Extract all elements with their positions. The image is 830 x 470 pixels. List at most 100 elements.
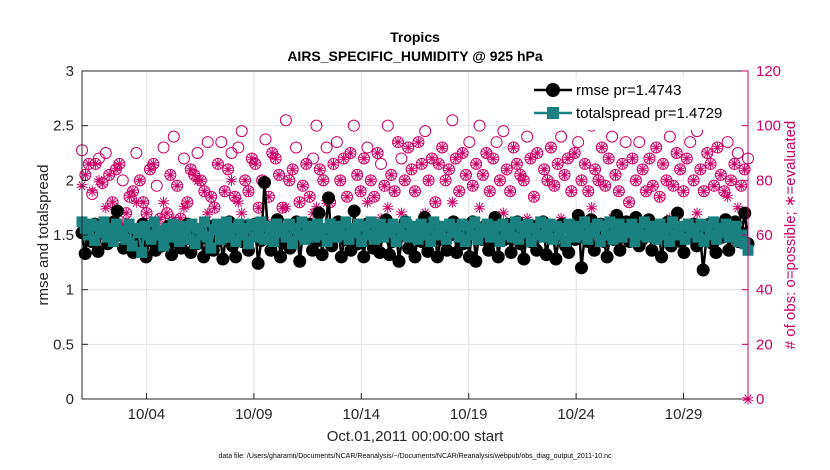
obs-evaluated-point (212, 158, 224, 170)
totalspread-point (459, 236, 471, 248)
totalspread-point (312, 218, 324, 230)
obs-evaluated-point (613, 185, 625, 197)
obs-possible-point (663, 130, 676, 143)
totalspread-point (384, 227, 396, 239)
totalspread-point (101, 231, 113, 243)
totalspread-point (513, 233, 525, 245)
totalspread-point (484, 231, 496, 243)
totalspread-point (403, 231, 415, 243)
x-tick-label: 10/14 (343, 406, 381, 423)
totalspread-point (500, 229, 512, 241)
y-axis-label-left: rmse and totalspread (35, 165, 52, 306)
rmse-point (430, 250, 444, 264)
totalspread-point (233, 218, 245, 230)
chart-title-line1: Tropics (390, 29, 440, 45)
totalspread-point (205, 242, 217, 254)
totalspread-point (626, 218, 638, 230)
totalspread-point (305, 220, 317, 232)
obs-evaluated-point (650, 142, 662, 154)
totalspread-point (107, 236, 119, 248)
obs-possible-point (555, 130, 568, 143)
totalspread-point (177, 220, 189, 232)
obs-evaluated-point (654, 191, 666, 203)
totalspread-point (538, 231, 550, 243)
obs-evaluated-point (735, 180, 747, 192)
rmse-point (258, 176, 272, 190)
totalspread-point (610, 225, 622, 237)
totalspread-point (418, 229, 430, 241)
rmse-point (696, 263, 710, 277)
totalspread-point (268, 236, 280, 248)
footer-data-file: data file: /Users/gharamti/Documents/NCA… (218, 453, 612, 460)
obs-possible-point (177, 152, 190, 165)
totalspread-point (535, 216, 547, 228)
totalspread-point (550, 220, 562, 232)
totalspread-point (635, 229, 647, 241)
obs-evaluated-point (678, 185, 689, 197)
totalspread-point (271, 218, 283, 230)
totalspread-point (422, 222, 434, 234)
obs-evaluated-point (518, 174, 530, 186)
totalspread-point (359, 220, 371, 232)
obs-evaluated-point (640, 185, 652, 197)
obs-evaluated-point (569, 147, 581, 159)
totalspread-point (510, 216, 522, 228)
obs-evaluated-point (433, 158, 445, 170)
totalspread-point (264, 229, 276, 241)
totalspread-point (613, 218, 625, 230)
totalspread-point (594, 236, 606, 248)
totalspread-point (365, 216, 377, 228)
obs-evaluated-point (430, 196, 441, 208)
totalspread-point (406, 220, 418, 232)
legend-rmse-marker (546, 83, 560, 97)
totalspread-point (456, 218, 468, 230)
obs-evaluated-point (97, 177, 108, 189)
obs-evaluated-point (538, 163, 550, 175)
obs-possible-point (381, 119, 394, 132)
rmse-point (738, 206, 752, 220)
obs-evaluated-point (562, 152, 574, 164)
obs-evaluated-point (681, 152, 693, 164)
obs-evaluated-point (504, 185, 516, 197)
obs-possible-point (633, 136, 646, 149)
totalspread-point (249, 231, 261, 243)
totalspread-point (378, 231, 390, 243)
obs-evaluated-point (263, 191, 275, 203)
totalspread-point (667, 216, 679, 228)
obs-possible-point (307, 152, 320, 165)
obs-evaluated-point (270, 152, 282, 164)
totalspread-point (557, 222, 569, 234)
totalspread-point (676, 220, 688, 232)
totalspread-point (337, 229, 349, 241)
x-tick-label: 10/29 (665, 406, 703, 423)
totalspread-point (199, 216, 211, 228)
totalspread-point (164, 231, 176, 243)
obs-evaluated-point (443, 163, 455, 175)
totalspread-point (506, 231, 518, 243)
totalspread-point (641, 231, 653, 243)
totalspread-point (717, 227, 729, 239)
obs-evaluated-point (239, 174, 251, 186)
totalspread-point (356, 236, 368, 248)
y-tick-label-left: 0 (66, 391, 74, 408)
totalspread-point (145, 233, 157, 245)
totalspread-point (368, 233, 380, 245)
obs-evaluated-point (671, 147, 683, 159)
totalspread-point (148, 216, 160, 228)
obs-evaluated-point (232, 196, 244, 208)
obs-possible-point (361, 141, 374, 154)
totalspread-point (393, 222, 405, 234)
obs-evaluated-point (470, 158, 482, 170)
totalspread-point (252, 225, 264, 237)
totalspread-point (692, 231, 704, 243)
obs-possible-point (497, 125, 510, 138)
totalspread-point (214, 233, 226, 245)
rmse-point (274, 250, 288, 264)
obs-evaluated-point (637, 163, 649, 175)
totalspread-point (629, 236, 641, 248)
obs-evaluated-point (334, 174, 346, 186)
obs-evaluated-point (603, 152, 615, 164)
totalspread-point (651, 233, 663, 245)
totalspread-point (173, 236, 185, 248)
totalspread-point (104, 222, 116, 234)
